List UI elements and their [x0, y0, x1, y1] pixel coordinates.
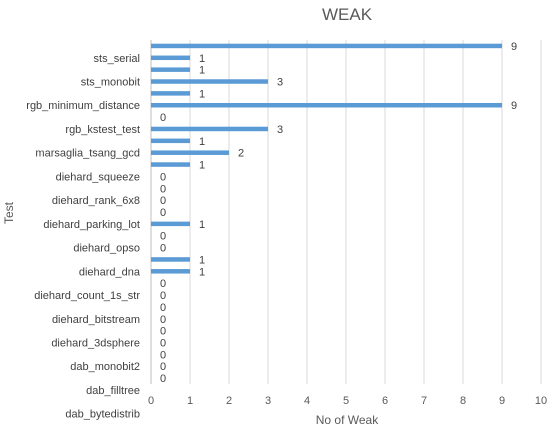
- y-axis-category-labels: sts_serial sts_monobit rgb_minimum_distanc…: [26, 53, 141, 421]
- y-category-label: diehard_count_1s_str: [34, 290, 140, 302]
- x-axis-tick-labels: 0 1 2 3 4 5 6 7 8 9 10: [148, 395, 547, 407]
- x-tick-label: 3: [265, 395, 271, 407]
- data-label: 0: [160, 195, 166, 207]
- data-label: 0: [160, 243, 166, 255]
- data-label: 3: [277, 124, 283, 136]
- x-tick-label: 7: [421, 395, 427, 407]
- data-label: 0: [160, 361, 166, 373]
- data-label: 0: [160, 373, 166, 385]
- y-category-label: rgb_minimum_distance: [26, 100, 140, 112]
- y-category-label: diehard_bitstream: [52, 314, 140, 326]
- chart-title: WEAK: [322, 5, 373, 24]
- data-label: 0: [160, 207, 166, 219]
- bar: [151, 221, 190, 227]
- bar: [151, 55, 190, 61]
- bar: [151, 257, 190, 262]
- y-category-label: diehard_3dsphere: [51, 337, 140, 349]
- data-label: 0: [160, 302, 166, 314]
- bar: [151, 138, 190, 144]
- bar: [151, 67, 190, 72]
- y-category-label: dab_bytedistrib: [65, 409, 140, 421]
- data-label: 9: [511, 41, 517, 53]
- x-tick-label: 10: [535, 395, 547, 407]
- y-category-label: diehard_dna: [79, 266, 141, 278]
- data-label: 1: [199, 88, 205, 100]
- x-tick-label: 2: [226, 395, 232, 407]
- data-label: 1: [199, 53, 205, 65]
- bars: [151, 43, 502, 274]
- bar: [151, 91, 190, 96]
- data-label: 1: [199, 65, 205, 77]
- data-label: 1: [199, 160, 205, 172]
- x-tick-label: 4: [304, 395, 310, 407]
- y-category-label: diehard_squeeze: [56, 171, 140, 183]
- bar: [151, 102, 502, 108]
- y-category-label: rgb_kstest_test: [65, 124, 140, 136]
- data-label: 9: [511, 100, 517, 112]
- y-category-label: sts_monobit: [81, 77, 140, 89]
- x-tick-label: 5: [343, 395, 349, 407]
- bar: [151, 43, 502, 49]
- x-tick-label: 6: [382, 395, 388, 407]
- data-label: 0: [160, 171, 166, 183]
- x-tick-label: 1: [187, 395, 193, 407]
- y-category-label: diehard_parking_lot: [43, 219, 140, 231]
- data-label: 0: [160, 337, 166, 349]
- data-label: 1: [199, 266, 205, 278]
- y-category-label: dab_filltree: [86, 385, 140, 397]
- data-label: 1: [199, 219, 205, 231]
- y-category-label: sts_serial: [94, 53, 140, 65]
- data-label: 0: [160, 349, 166, 361]
- x-axis-title: No of Weak: [316, 413, 379, 427]
- data-label: 0: [160, 314, 166, 326]
- bar: [151, 150, 229, 155]
- data-label: 0: [160, 231, 166, 243]
- data-label: 3: [277, 77, 283, 89]
- y-category-label: diehard_opso: [73, 243, 140, 255]
- gridlines: [150, 40, 542, 384]
- bar: [151, 162, 190, 167]
- y-category-label: dab_monobit2: [70, 361, 140, 373]
- data-label: 2: [238, 148, 244, 160]
- x-tick-label: 8: [460, 395, 466, 407]
- bar: [151, 126, 268, 132]
- data-label: 0: [160, 183, 166, 195]
- data-label: 1: [199, 136, 205, 148]
- x-tick-label: 0: [148, 395, 154, 407]
- y-category-label: diehard_rank_6x8: [52, 195, 140, 207]
- data-label: 0: [160, 278, 166, 290]
- data-label: 0: [160, 112, 166, 124]
- data-label: 0: [160, 326, 166, 338]
- y-category-label: marsaglia_tsang_gcd: [35, 148, 140, 160]
- data-label: 0: [160, 290, 166, 302]
- bar: [151, 269, 190, 274]
- y-axis-title: Test: [2, 201, 16, 224]
- data-label: 1: [199, 254, 205, 266]
- bar: [151, 79, 268, 84]
- x-tick-label: 9: [499, 395, 505, 407]
